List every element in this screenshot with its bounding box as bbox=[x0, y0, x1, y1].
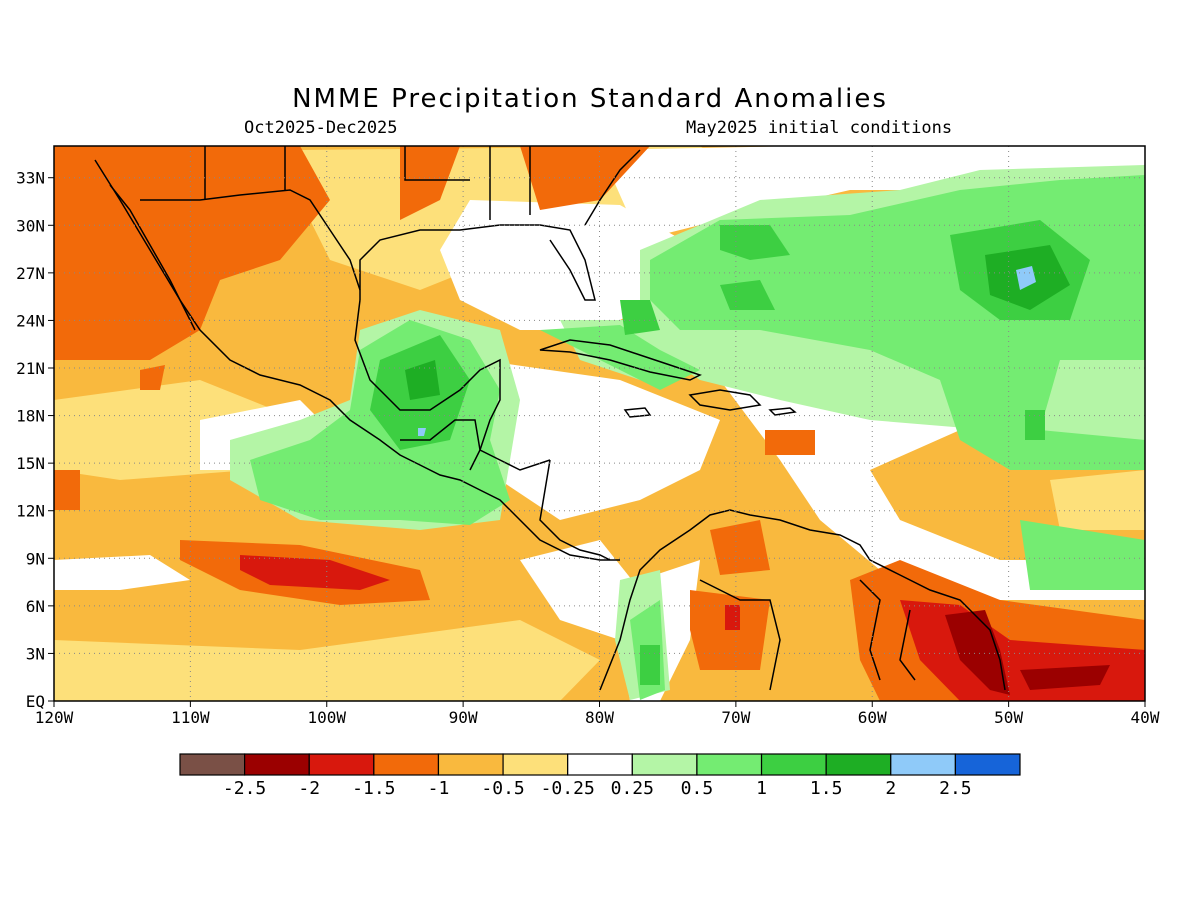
cuba bbox=[539, 339, 702, 381]
colorbar-swatch bbox=[502, 753, 569, 776]
wet-area bbox=[1020, 520, 1145, 590]
colorbar-swatch bbox=[760, 753, 827, 776]
us-mexico-border bbox=[140, 189, 361, 291]
colorbar-label: 1 bbox=[756, 778, 767, 799]
jamaica bbox=[623, 407, 652, 418]
very-wet-area bbox=[640, 645, 660, 685]
lat-tick-label: 30N bbox=[16, 216, 45, 235]
strong-wet-area bbox=[405, 360, 440, 400]
lon-tick-label: 50W bbox=[994, 708, 1023, 727]
lon-tick-label: 80W bbox=[585, 708, 614, 727]
colorbar-swatch bbox=[244, 753, 310, 776]
colorbar-swatch bbox=[954, 753, 1021, 776]
neutral-area bbox=[440, 200, 700, 330]
colorbar-label: -0.25 bbox=[541, 778, 595, 799]
colorbar-label: 1.5 bbox=[810, 778, 843, 799]
neutral-area bbox=[54, 555, 190, 590]
colorbar-label: 0.25 bbox=[611, 778, 654, 799]
suriname-border bbox=[899, 609, 916, 681]
moderate-dry-area bbox=[400, 146, 460, 220]
lon-tick-label: 70W bbox=[721, 708, 750, 727]
colorbar-swatch bbox=[308, 753, 375, 776]
lat-tick-label: 24N bbox=[16, 311, 45, 330]
very-wet-area bbox=[720, 225, 790, 260]
lat-tick-label: 18N bbox=[16, 407, 45, 426]
lat-tick-label: EQ bbox=[26, 692, 45, 711]
moderate-dry-area bbox=[765, 430, 815, 455]
central-america-caribbean bbox=[539, 459, 611, 561]
yucatan-coast bbox=[354, 299, 551, 471]
moderate-dry-area bbox=[54, 146, 330, 360]
very-wet-area bbox=[720, 280, 775, 310]
moderate-dry-area bbox=[710, 520, 770, 575]
colorbar-label: -2.5 bbox=[223, 778, 266, 799]
north-america-coast bbox=[94, 159, 620, 561]
lat-tick-label: 6N bbox=[26, 597, 45, 616]
state-lines bbox=[204, 146, 531, 220]
extreme-wet-area bbox=[418, 428, 426, 436]
colorbar-label: 0.5 bbox=[681, 778, 714, 799]
colorbar-label: -2 bbox=[298, 778, 320, 799]
colorbar-swatch bbox=[825, 753, 892, 776]
moderate-dry-area bbox=[54, 470, 80, 510]
forecast-period: Oct2025-Dec2025 bbox=[244, 118, 398, 138]
colorbar-swatch bbox=[567, 753, 633, 776]
colorbar-label: -1 bbox=[428, 778, 450, 799]
strong-dry-area bbox=[240, 555, 390, 590]
colorbar-swatch bbox=[437, 753, 504, 776]
lat-tick-label: 21N bbox=[16, 359, 45, 378]
guatemala-border bbox=[400, 419, 481, 471]
very-dry-area bbox=[945, 610, 1010, 695]
lon-tick-label: 120W bbox=[35, 708, 74, 727]
lat-tick-label: 27N bbox=[16, 264, 45, 283]
anomaly-field bbox=[54, 146, 1145, 701]
venezuela-border bbox=[699, 579, 781, 691]
colorbar-label: -0.5 bbox=[481, 778, 524, 799]
puerto-rico bbox=[768, 407, 797, 416]
baja-peninsula bbox=[109, 184, 196, 331]
colorbar-swatch bbox=[373, 753, 440, 776]
extreme-wet-area bbox=[1016, 266, 1036, 290]
lat-tick-label: 9N bbox=[26, 549, 45, 568]
very-dry-area bbox=[1020, 665, 1110, 690]
lat-tick-label: 33N bbox=[16, 169, 45, 188]
lat-tick-label: 15N bbox=[16, 454, 45, 473]
very-wet-area bbox=[620, 300, 660, 335]
very-wet-area bbox=[1025, 410, 1045, 440]
light-dry-area bbox=[54, 620, 600, 701]
lon-tick-label: 40W bbox=[1131, 708, 1160, 727]
colorbar-swatch bbox=[179, 753, 246, 776]
lon-tick-label: 110W bbox=[171, 708, 210, 727]
colorbar-label: -1.5 bbox=[352, 778, 395, 799]
moderate-dry-area bbox=[140, 365, 165, 390]
lat-tick-label: 3N bbox=[26, 644, 45, 663]
south-america-coast bbox=[599, 509, 1006, 691]
east-coast bbox=[584, 149, 641, 226]
colorbar-label: 2 bbox=[885, 778, 896, 799]
neutral-area bbox=[520, 540, 640, 640]
colorbar: -2.5 -2 -1.5 -1 -0.5 -0.25 0.25 0.5 1 1.5 2 2.5 bbox=[179, 753, 1021, 799]
colorbar-swatch bbox=[696, 753, 763, 776]
lon-tick-label: 90W bbox=[449, 708, 478, 727]
lat-tick-label: 12N bbox=[16, 502, 45, 521]
graticule bbox=[54, 146, 1145, 701]
colorbar-label: 2.5 bbox=[939, 778, 972, 799]
map-title: NMME Precipitation Standard Anomalies bbox=[292, 84, 888, 114]
hispaniola bbox=[688, 389, 762, 411]
light-dry-area bbox=[1050, 470, 1145, 530]
colorbar-swatch bbox=[631, 753, 698, 776]
initial-conditions: May2025 initial conditions bbox=[686, 118, 953, 138]
colorbar-swatch bbox=[890, 753, 956, 776]
guyana-border bbox=[859, 579, 881, 681]
strong-dry-area bbox=[725, 605, 740, 630]
lon-tick-label: 60W bbox=[858, 708, 887, 727]
neutral-area bbox=[720, 370, 1145, 600]
map-axes: 120W 110W 100W 90W 80W 70W 60W 50W 40W EQ 3N 6N 9N 12… bbox=[16, 169, 1160, 727]
neutral-area bbox=[460, 360, 720, 520]
lon-tick-label: 100W bbox=[307, 708, 346, 727]
